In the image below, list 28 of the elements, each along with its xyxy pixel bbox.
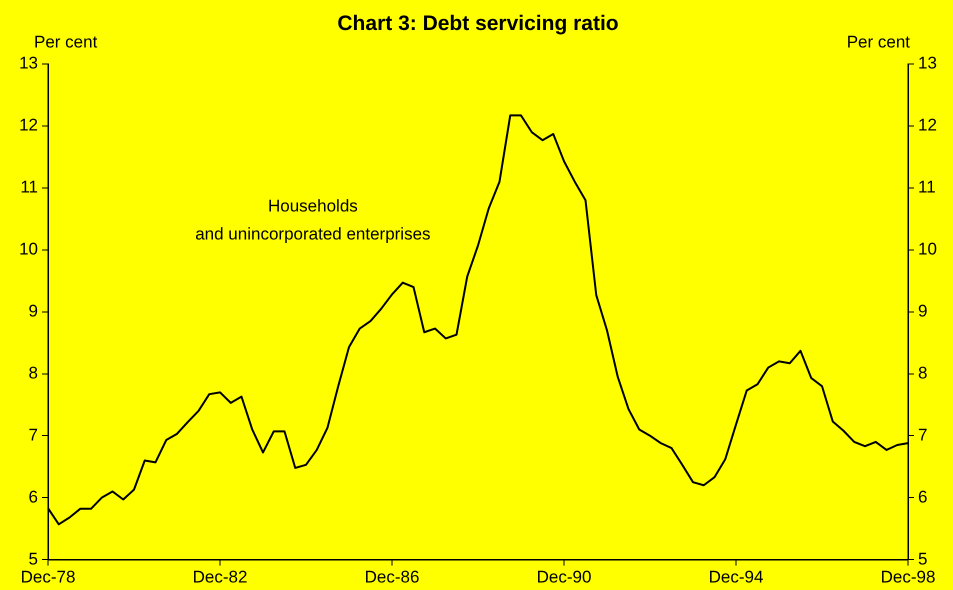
x-tick-label: Dec-82 bbox=[192, 567, 248, 586]
chart-title: Chart 3: Debt servicing ratio bbox=[337, 12, 619, 35]
y2-tick-label: 9 bbox=[918, 301, 928, 320]
y-tick-label: 12 bbox=[19, 116, 38, 135]
y-tick-label: 9 bbox=[28, 301, 38, 320]
x-tick-label: Dec-90 bbox=[536, 567, 592, 586]
y2-tick-label: 12 bbox=[918, 116, 937, 135]
y2-tick-label: 7 bbox=[918, 425, 928, 444]
x-tick-label: Dec-78 bbox=[20, 567, 76, 586]
x-tick-label: Dec-86 bbox=[364, 567, 420, 586]
x-tick-label: Dec-94 bbox=[708, 567, 764, 586]
y2-tick-label: 13 bbox=[918, 54, 937, 73]
y-tick-label: 13 bbox=[19, 54, 38, 73]
y2-tick-label: 10 bbox=[918, 240, 937, 259]
y2-tick-label: 6 bbox=[918, 487, 928, 506]
y2-axis-title: Per cent bbox=[846, 32, 910, 52]
y-tick-label: 5 bbox=[28, 549, 38, 568]
y2-tick-label: 8 bbox=[918, 363, 928, 382]
y-tick-label: 6 bbox=[28, 487, 38, 506]
x-tick-label: Dec-98 bbox=[880, 567, 936, 586]
y-tick-label: 7 bbox=[28, 425, 38, 444]
y-tick-label: 11 bbox=[20, 178, 38, 197]
y2-tick-label: 5 bbox=[918, 549, 928, 568]
y-tick-label: 8 bbox=[28, 363, 38, 382]
y-tick-label: 10 bbox=[19, 240, 38, 259]
y-axis-title: Per cent bbox=[34, 32, 98, 52]
annotation: Households and unincorporated enterprises bbox=[195, 196, 431, 244]
y2-tick-label: 11 bbox=[918, 178, 936, 197]
